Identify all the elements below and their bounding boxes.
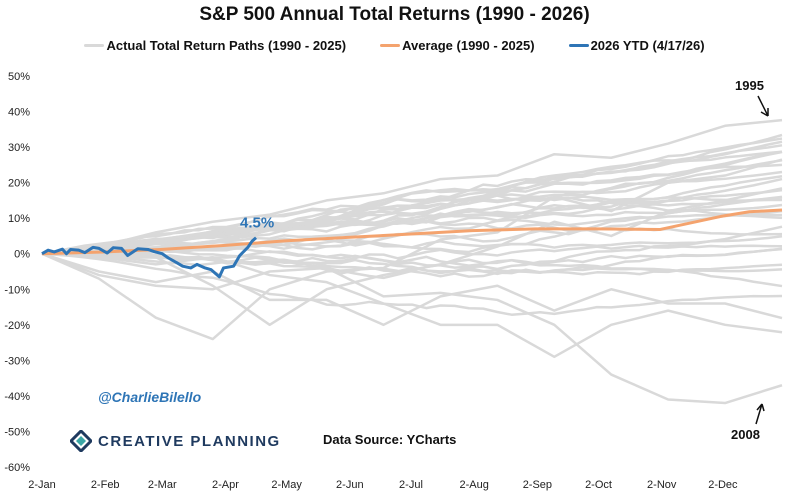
annotation-1995: 1995 xyxy=(735,78,764,93)
return-path-2001 xyxy=(41,252,783,316)
x-tick-label: 2-Nov xyxy=(647,479,677,491)
legend-swatch xyxy=(568,44,589,47)
return-path-2009 xyxy=(41,158,783,341)
x-tick-label: 2-Aug xyxy=(459,479,488,491)
y-tick-label: 0% xyxy=(14,249,30,261)
x-tick-label: 2-Apr xyxy=(212,479,239,491)
y-tick-label: 20% xyxy=(8,178,30,190)
legend-swatch xyxy=(84,44,105,47)
x-tick-label: 2-Feb xyxy=(91,479,120,491)
logo-text: CREATIVE PLANNING xyxy=(98,432,281,450)
chart-title: S&P 500 Annual Total Returns (1990 - 202… xyxy=(199,4,590,25)
y-tick-label: 30% xyxy=(8,142,30,154)
return-path-2023 xyxy=(41,159,783,255)
y-tick-label: 50% xyxy=(8,71,30,83)
ytd-2026-line xyxy=(41,236,258,279)
return-path-2025 xyxy=(41,188,783,255)
legend-label: Actual Total Return Paths (1990 - 2025) xyxy=(106,38,347,53)
author-handle: @CharlieBilello xyxy=(98,389,202,405)
y-tick-label: -40% xyxy=(4,391,30,403)
data-source: Data Source: YCharts xyxy=(323,432,457,447)
y-tick-label: 10% xyxy=(8,213,30,225)
y-tick-label: -10% xyxy=(4,284,30,296)
return-path-2024 xyxy=(41,163,783,255)
legend-item-ytd: 2026 YTD (4/17/26) xyxy=(568,38,705,53)
return-path-2019 xyxy=(41,140,783,255)
x-tick-label: 2-Mar xyxy=(148,479,177,491)
creative-planning-logo: CREATIVE PLANNING xyxy=(70,430,281,452)
y-tick-label: -20% xyxy=(4,320,30,332)
average-line xyxy=(41,208,783,256)
y-tick-label: -30% xyxy=(4,355,30,367)
ytd-data-label: 4.5% xyxy=(240,215,274,232)
x-tick-label: 2-Jun xyxy=(336,479,364,491)
return-path-2022 xyxy=(41,252,783,327)
legend-swatch xyxy=(380,44,401,47)
y-tick-label: -50% xyxy=(4,426,30,438)
legend-item-average: Average (1990 - 2025) xyxy=(380,38,535,53)
x-tick-label: 2-Jan xyxy=(28,479,56,491)
x-tick-label: 2-Oct xyxy=(585,479,612,491)
return-path-2020 xyxy=(42,187,783,327)
logo-icon xyxy=(70,430,92,452)
return-path-2008 xyxy=(41,252,783,405)
legend-label: Average (1990 - 2025) xyxy=(402,38,535,53)
legend-label: 2026 YTD (4/17/26) xyxy=(590,38,705,53)
x-tick-label: 2-Dec xyxy=(708,479,738,491)
x-tick-label: 2-Jul xyxy=(399,479,423,491)
arrow-1995 xyxy=(757,95,769,117)
y-tick-label: 40% xyxy=(8,107,30,119)
arrow-2008 xyxy=(755,403,765,425)
x-tick-label: 2-May xyxy=(271,479,302,491)
return-path-1995 xyxy=(41,118,783,255)
annotation-2008: 2008 xyxy=(731,427,760,442)
legend-item-actual: Actual Total Return Paths (1990 - 2025) xyxy=(84,38,346,53)
legend: Actual Total Return Paths (1990 - 2025) … xyxy=(0,38,789,53)
y-tick-label: -60% xyxy=(4,462,30,474)
x-tick-label: 2-Sep xyxy=(523,479,552,491)
